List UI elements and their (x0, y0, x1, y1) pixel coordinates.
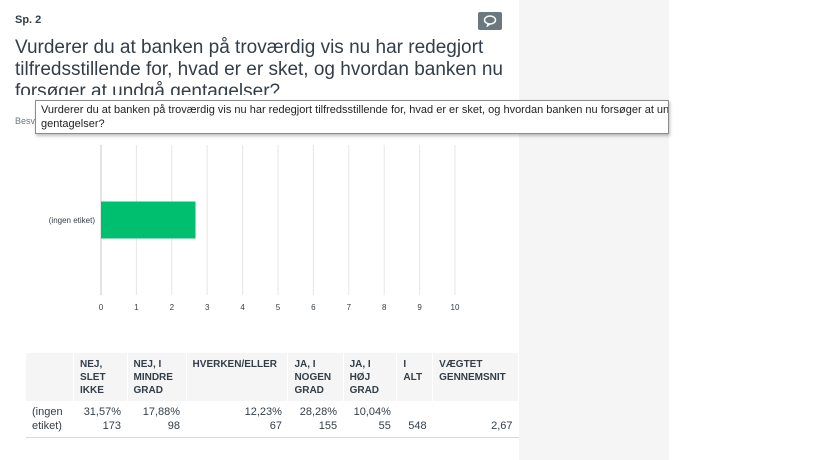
question-tooltip: Vurderer du at banken på troværdig vis n… (35, 100, 669, 134)
x-tick-label: 3 (205, 303, 210, 312)
table-row: (ingen etiket) 31,57% 173 17,88% 98 12,23% 6… (26, 401, 519, 438)
question-panel: Sp. 2 Vurderer du at banken på troværdig… (15, 12, 519, 438)
x-tick-label: 8 (382, 303, 387, 312)
category-label: (ingen etiket) (49, 216, 96, 225)
x-tick-label: 6 (311, 303, 316, 312)
x-tick-label: 10 (451, 303, 460, 312)
table-header-empty (26, 353, 75, 401)
cell-i-alt: 548 (396, 401, 433, 438)
x-tick-label: 7 (347, 303, 352, 312)
x-tick-label: 0 (99, 303, 104, 312)
cell-ja-nogen-grad: 28,28% 155 (287, 401, 344, 438)
tooltip-text: Vurderer du at banken på troværdig vis n… (41, 104, 669, 130)
x-tick-label: 1 (134, 303, 139, 312)
x-tick-label: 4 (240, 303, 245, 312)
table-header-ja-nogen-grad: JA, I NOGEN GRAD (287, 353, 344, 401)
table-header-nej-slet-ikke: NEJ, SLET IKKE (73, 353, 128, 401)
cell-ja-hoej-grad: 10,04% 55 (343, 401, 397, 438)
x-tick-label: 5 (276, 303, 281, 312)
row-label: (ingen etiket) (26, 401, 74, 438)
cell-vaegtet-gennemsnit: 2,67 (432, 401, 519, 438)
answered-label: Besv (15, 116, 36, 126)
table-header-ja-hoej-grad: JA, I HØJ GRAD (343, 353, 398, 401)
table-header-i-alt: I ALT (396, 353, 434, 401)
table-header-nej-mindre-grad: NEJ, I MINDRE GRAD (127, 353, 187, 401)
table-header-vaegtet-gennemsnit: VÆGTET GENNEMSNIT (432, 353, 519, 401)
question-number: Sp. 2 (15, 14, 42, 26)
x-tick-label: 9 (417, 303, 422, 312)
bar[interactable] (101, 201, 196, 239)
cell-nej-mindre-grad: 17,88% 98 (127, 401, 187, 438)
comment-button[interactable] (478, 12, 502, 30)
x-tick-label: 2 (170, 303, 175, 312)
results-table: NEJ, SLET IKKE NEJ, I MINDRE GRAD HVERKEN/EL… (26, 353, 519, 438)
cell-nej-slet-ikke: 31,57% 173 (73, 401, 127, 438)
cell-hverken-eller: 12,23% 67 (186, 401, 288, 438)
right-gutter (519, 0, 669, 460)
bar-chart: 0 1 2 3 4 5 6 7 8 9 10 (ingen etiket) (49, 145, 460, 312)
table-header-hverken-eller: HVERKEN/ELLER (186, 353, 289, 401)
question-title: Vurderer du at banken på troværdig vis n… (15, 37, 503, 95)
table-header-row: NEJ, SLET IKKE NEJ, I MINDRE GRAD HVERKEN/EL… (26, 353, 519, 401)
speech-bubble-icon (483, 15, 497, 27)
